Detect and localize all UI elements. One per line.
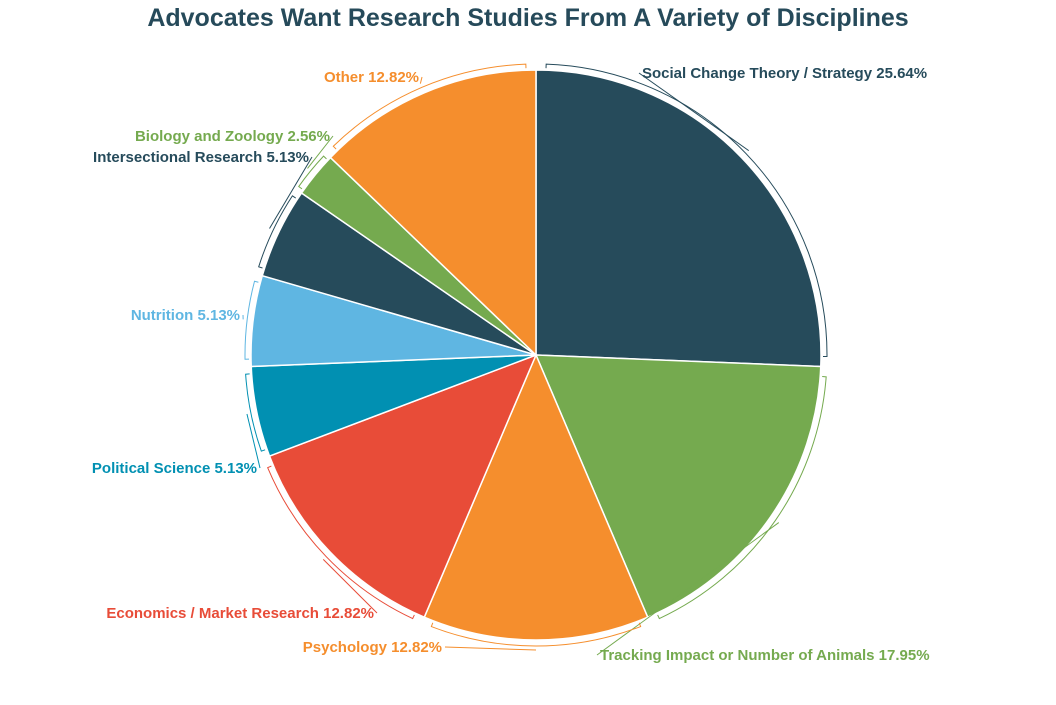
leader-bracket-political-science [245,373,266,452]
leader-line-economics-market-research [322,559,378,614]
slice-label-intersectional-research: Intersectional Research 5.13% [93,149,309,166]
chart-title: Advocates Want Research Studies From A V… [147,4,909,32]
slice-label-nutrition: Nutrition 5.13% [131,307,240,324]
slice-label-other: Other 12.82% [324,69,419,86]
leader-line-biology-and-zoology [307,135,334,169]
leader-bracket-social-change-theory-strategy [545,63,828,358]
leader-line-political-science [246,413,261,469]
pie-slice-economics-market-research [268,354,537,618]
leader-line-intersectional-research [269,156,313,229]
leader-bracket-psychology [430,622,642,647]
leader-bracket-nutrition [244,280,259,360]
slice-label-economics-market-research: Economics / Market Research 12.82% [106,605,374,622]
slice-label-social-change-theory-strategy: Social Change Theory / Strategy 25.64% [642,65,927,82]
leader-bracket-economics-market-research [267,465,415,620]
leader-line-tracking-impact-or-number-of-animals [596,522,780,656]
leader-bracket-tracking-impact-or-number-of-animals [657,376,827,620]
leader-line-other [419,76,423,84]
pie-slices [250,69,822,641]
pie-slice-other [329,69,537,356]
slice-label-psychology: Psychology 12.82% [303,639,442,656]
label-leaders [242,63,828,656]
pie-slice-tracking-impact-or-number-of-animals [535,354,822,618]
leader-bracket-intersectional-research [258,195,296,269]
leader-line-psychology [444,646,537,651]
leader-bracket-other [332,63,527,150]
slice-labels: Social Change Theory / Strategy 25.64% Tr… [92,65,930,664]
slice-label-tracking-impact-or-number-of-animals: Tracking Impact or Number of Animals 17.… [600,647,930,664]
slice-label-biology-and-zoology: Biology and Zoology 2.56% [135,128,330,145]
slice-label-political-science: Political Science 5.13% [92,460,257,477]
pie-slice-social-change-theory-strategy [535,69,822,368]
leader-line-social-change-theory-strategy [638,72,750,152]
leader-bracket-biology-and-zoology [298,155,327,190]
pie-slice-psychology [423,354,649,641]
